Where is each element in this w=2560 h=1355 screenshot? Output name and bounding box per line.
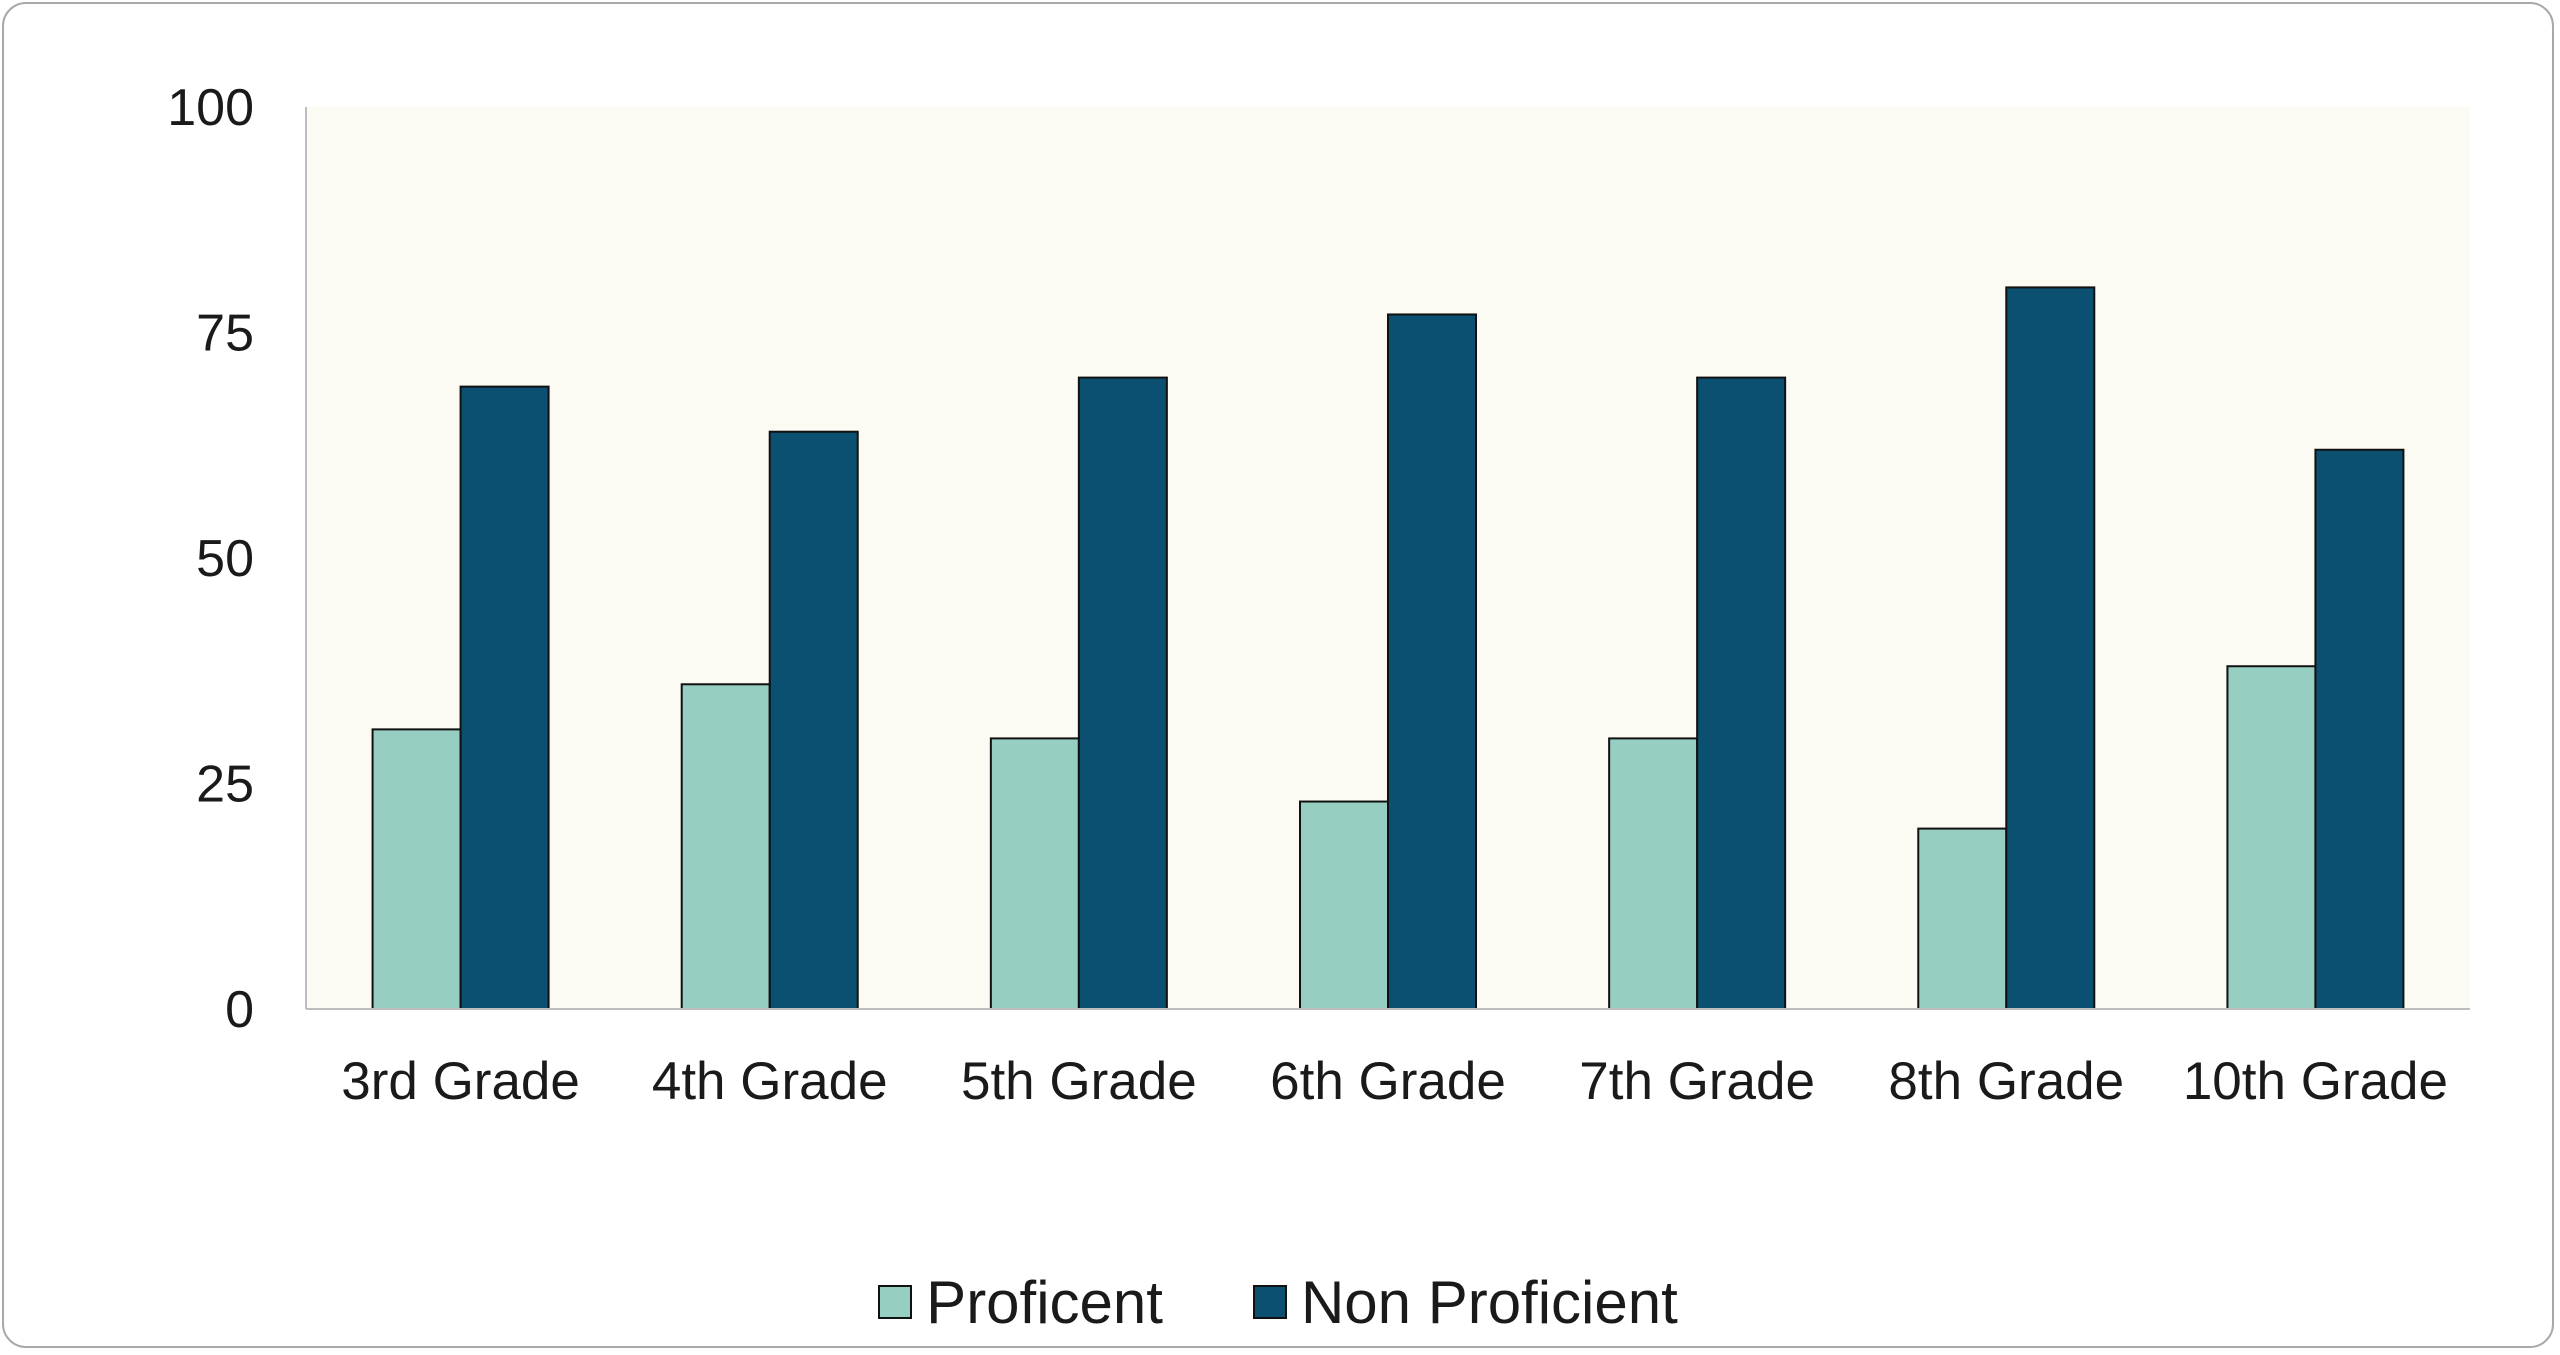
bar-chart: 0 25 50 75 100 3rd Grade 4th Grade 5th Grade 6t… [167,79,2470,1111]
x-axis-labels: 3rd Grade 4th Grade 5th Grade 6th Grade 7th … [341,1052,2448,1111]
bar-non-proficient [1077,376,1168,1011]
bar-proficient [680,683,771,1011]
legend-swatch-non-proficient [1252,1285,1287,1319]
y-tick-label: 75 [196,305,254,363]
x-tick-label: 3rd Grade [341,1052,580,1111]
legend-swatch-proficient [878,1285,913,1319]
x-tick-label: 7th Grade [1579,1052,1815,1111]
bar-proficient [1608,737,1699,1011]
bar-non-proficient [1387,313,1477,1010]
y-tick-label: 100 [167,79,254,137]
x-tick-label: 6th Grade [1270,1052,1506,1111]
legend-item-non-proficient: Non Proficient [1252,1268,1678,1337]
bar-proficient [2226,665,2317,1010]
bar-non-proficient [459,385,550,1010]
x-tick-label: 10th Grade [2183,1052,2448,1111]
legend: Proficent Non Proficient [4,1266,2552,1338]
x-tick-label: 5th Grade [961,1052,1197,1111]
legend-label-proficient: Proficent [926,1268,1163,1336]
y-axis-ticks: 0 25 50 75 100 [167,79,254,1039]
y-tick-label: 50 [196,530,254,588]
bar-proficient [371,728,462,1010]
bar-non-proficient [1696,376,1787,1011]
bar-proficient [1917,827,2008,1010]
bars [371,286,2405,1011]
bar-proficient [1299,800,1389,1010]
bar-non-proficient [2005,286,2096,1010]
y-tick-label: 25 [196,756,254,814]
legend-label-non-proficient: Non Proficient [1300,1268,1678,1336]
x-tick-label: 8th Grade [1888,1052,2124,1111]
legend-item-proficient: Proficent [878,1268,1163,1337]
y-tick-label: 0 [225,981,254,1039]
bar-non-proficient [768,430,859,1011]
x-tick-label: 4th Grade [652,1052,888,1111]
bar-non-proficient [2314,448,2405,1010]
bar-proficient [989,737,1080,1011]
